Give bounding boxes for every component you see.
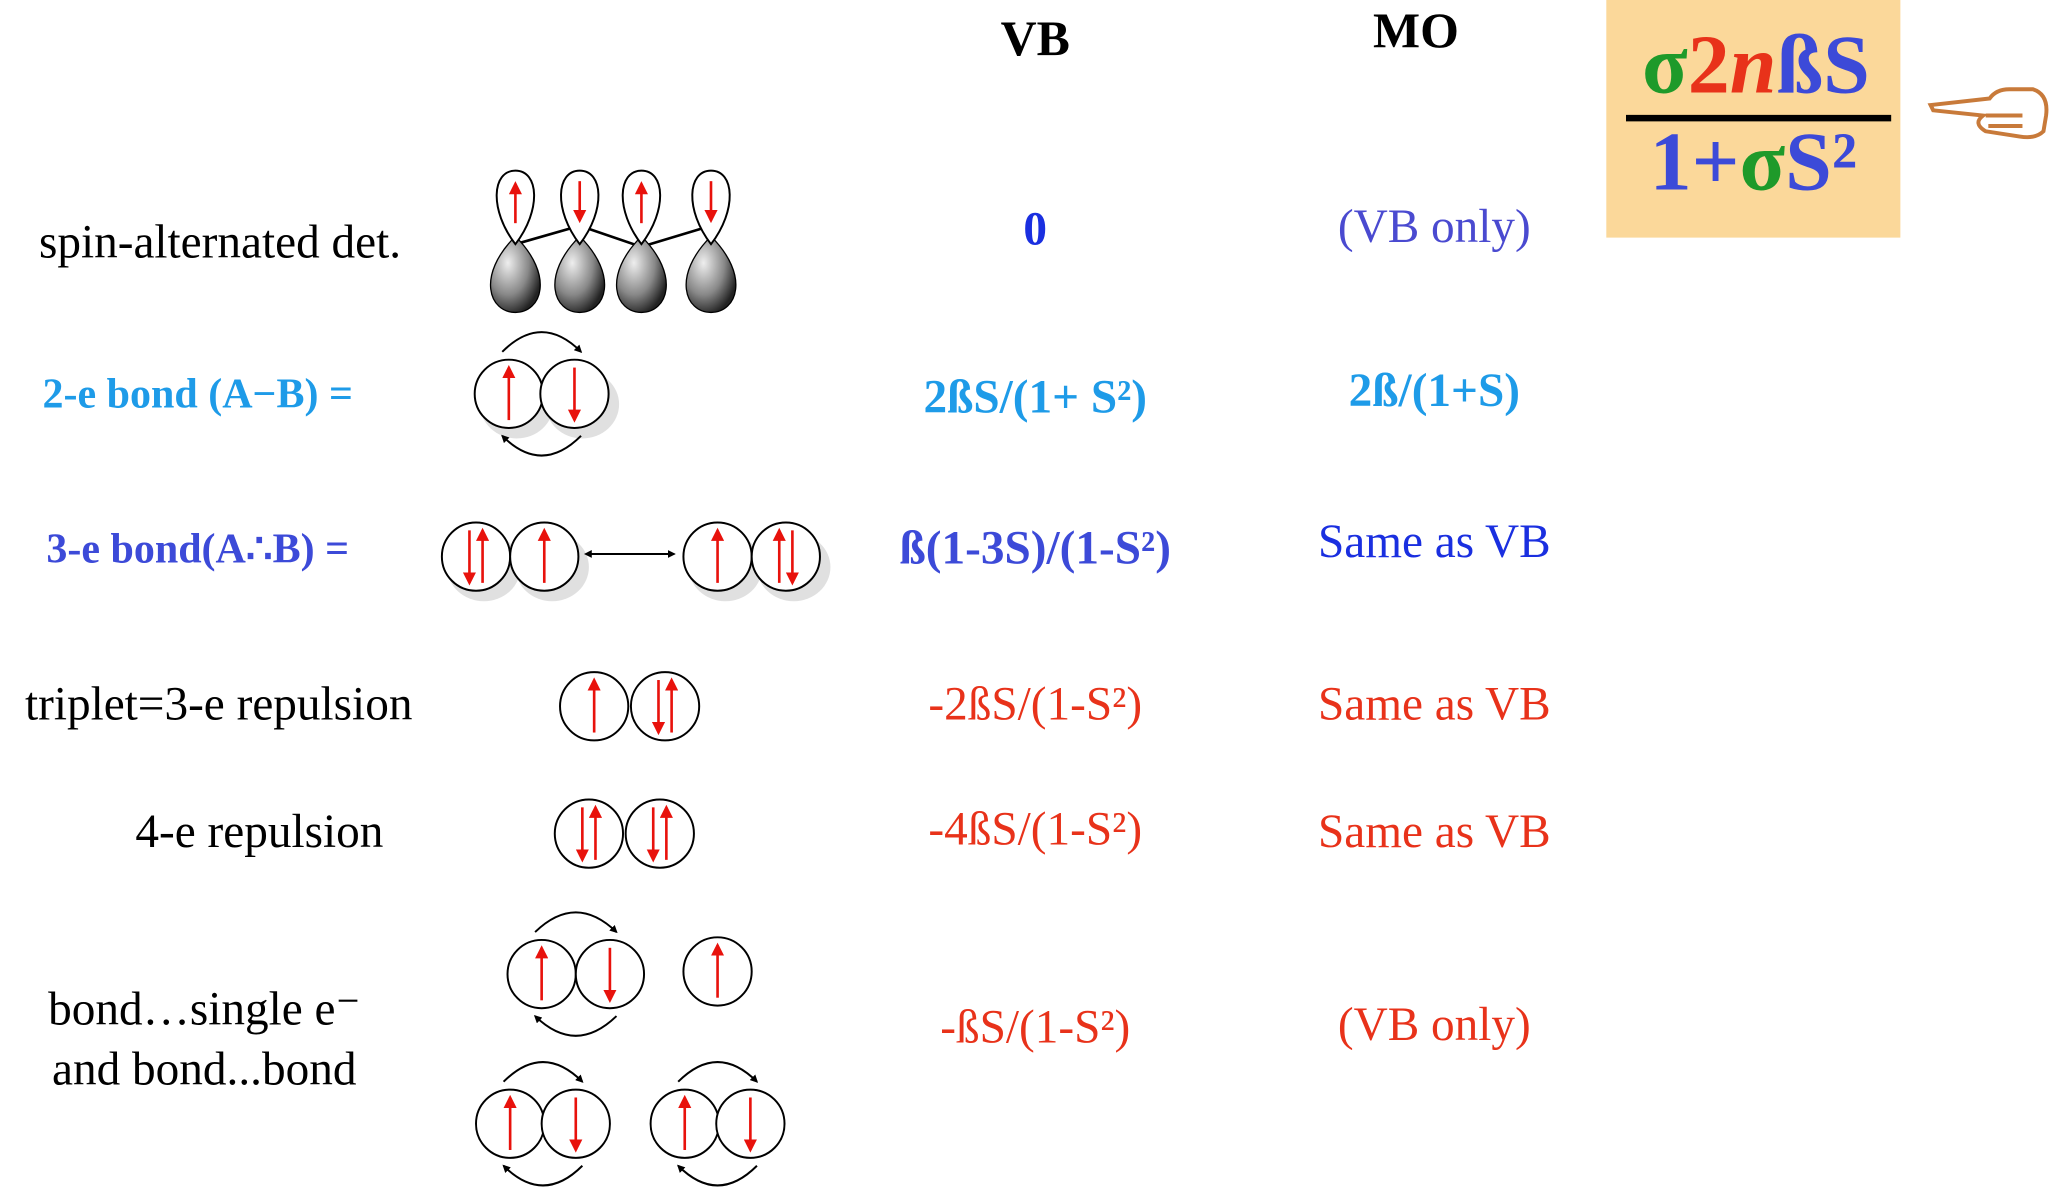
orbital xyxy=(750,521,821,592)
pointing-hand-icon xyxy=(1927,87,2049,140)
row-label: 2-e bond (A−B) = xyxy=(43,371,353,417)
vb-energy: 0 xyxy=(1023,204,1047,256)
row-label: bond…single e⁻ xyxy=(48,983,360,1035)
exchange-arrow xyxy=(677,1061,759,1083)
orbital xyxy=(553,798,625,869)
mo-energy: Same as VB xyxy=(1318,679,1551,731)
mo-energy: (VB only) xyxy=(1338,999,1531,1051)
formula-part: 2 xyxy=(1688,19,1730,112)
formula-part: 1+ xyxy=(1650,116,1740,209)
lobe xyxy=(615,235,667,314)
row-label: triplet=3-e repulsion xyxy=(25,679,412,731)
formula-denominator: 1+σS² xyxy=(1650,116,1857,209)
formula-numerator: σ2nßS xyxy=(1642,19,1870,112)
vb-energy: -ßS/(1-S²) xyxy=(940,1002,1130,1054)
formula-part: σ xyxy=(1739,116,1785,209)
orbital xyxy=(629,671,701,742)
row-label: 4-e repulsion xyxy=(135,806,383,858)
column-header: VB xyxy=(1001,11,1070,66)
formula-part: S² xyxy=(1785,116,1857,209)
row-label: and bond...bond xyxy=(52,1044,357,1096)
mo-energy: Same as VB xyxy=(1318,806,1551,858)
bond-line xyxy=(515,224,712,249)
vb-energy: -2ßS/(1-S²) xyxy=(928,679,1142,731)
formula-part: σ xyxy=(1642,19,1688,112)
mo-energy: Same as VB xyxy=(1318,516,1551,568)
column-header: MO xyxy=(1373,3,1459,58)
vb-energy: 2ßS/(1+ S²) xyxy=(923,372,1147,424)
orbital xyxy=(440,521,512,592)
exchange-arrow xyxy=(502,1061,584,1083)
orbital xyxy=(624,798,695,869)
exchange-arrow xyxy=(533,1014,618,1037)
row-label: 3-e bond(A∴B) = xyxy=(46,526,349,572)
exchange-arrow xyxy=(501,331,583,353)
lobe xyxy=(685,235,737,314)
mo-energy: 2ß/(1+S) xyxy=(1349,365,1520,417)
exchange-arrow xyxy=(501,434,582,457)
lobe xyxy=(489,235,541,314)
orbital-drawings xyxy=(440,169,831,1187)
vb-energy: ß(1-3S)/(1-S²) xyxy=(900,523,1171,575)
exchange-arrow xyxy=(534,911,618,934)
exchange-arrow xyxy=(502,1164,584,1187)
mo-energy: (VB only) xyxy=(1338,201,1531,253)
formula-part: n xyxy=(1730,19,1777,112)
row-label: spin-alternated det. xyxy=(39,217,401,269)
formula-part: ßS xyxy=(1776,19,1869,112)
lobe xyxy=(554,235,606,314)
vb-energy: -4ßS/(1-S²) xyxy=(928,803,1142,855)
exchange-arrow xyxy=(677,1164,758,1187)
